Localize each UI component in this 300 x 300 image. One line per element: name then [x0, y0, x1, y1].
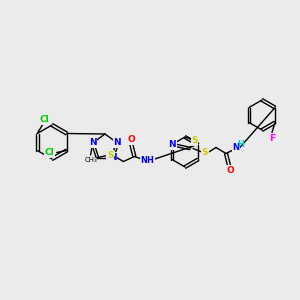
Text: N: N: [232, 143, 239, 152]
Text: Cl: Cl: [45, 148, 55, 157]
Text: N: N: [168, 140, 176, 149]
Text: H: H: [238, 140, 244, 149]
Text: N: N: [109, 153, 116, 162]
Text: N: N: [114, 139, 121, 148]
Text: F: F: [269, 134, 275, 143]
Text: N: N: [89, 139, 96, 148]
Text: CH₃: CH₃: [84, 157, 97, 163]
Text: Cl: Cl: [39, 115, 49, 124]
Text: S: S: [191, 136, 198, 145]
Text: O: O: [226, 166, 234, 175]
Text: S: S: [202, 148, 208, 157]
Text: NH: NH: [140, 156, 154, 165]
Text: O: O: [128, 135, 135, 144]
Text: S: S: [107, 151, 114, 160]
